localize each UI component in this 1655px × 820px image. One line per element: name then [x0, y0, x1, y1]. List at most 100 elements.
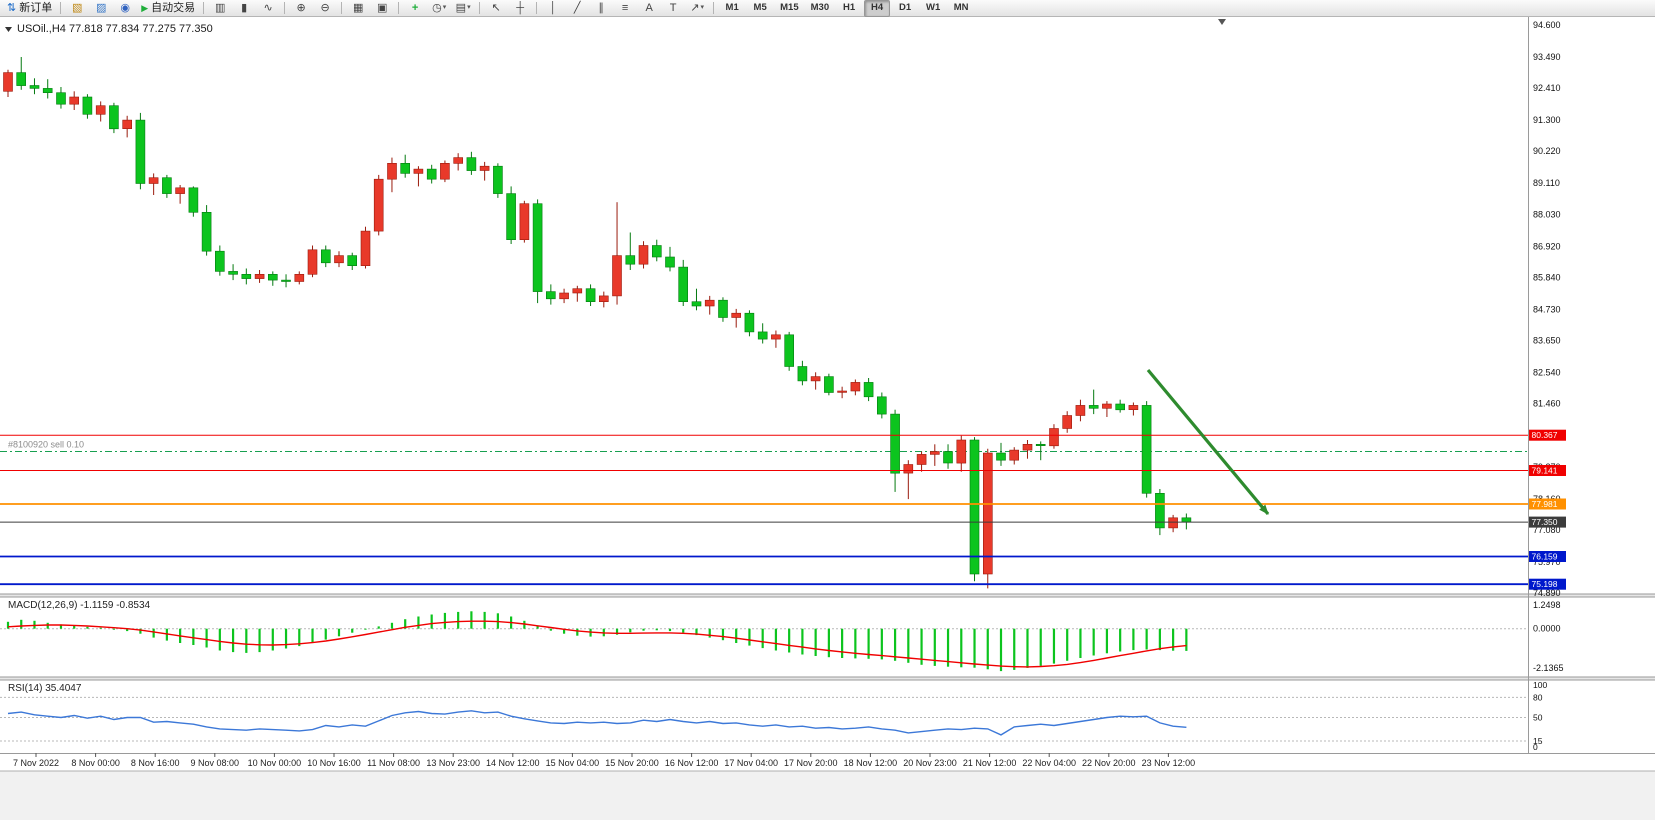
candle-body — [215, 250, 225, 272]
candle-body — [956, 439, 967, 464]
timeframe-m5-button[interactable]: M5 — [753, 2, 767, 13]
crosshair-icon: ┼ — [516, 2, 525, 14]
candle-body — [1022, 443, 1033, 451]
candle-body — [320, 249, 331, 264]
data-window-button[interactable]: ▨ — [90, 0, 112, 17]
toolbar-separator — [713, 2, 715, 14]
bar-chart-icon: ▥ — [214, 2, 226, 14]
time-axis-label: 11 Nov 08:00 — [367, 758, 420, 768]
time-axis-label: 20 Nov 23:00 — [903, 758, 957, 768]
candle-body — [69, 96, 79, 105]
candle-body — [42, 88, 53, 94]
candle-body — [201, 212, 212, 252]
candle-body — [347, 255, 358, 267]
time-axis-label: 14 Nov 12:00 — [486, 758, 540, 768]
timeframe-m15-button[interactable]: M15 — [780, 2, 799, 13]
market-watch-button[interactable]: ▧ — [66, 0, 88, 17]
price-axis-label: 81.460 — [1533, 399, 1561, 409]
text-button[interactable]: A — [638, 0, 660, 17]
candle-body — [731, 312, 742, 318]
macd-scale-max: 1.2498 — [1533, 600, 1561, 610]
price-axis-label: 89.110 — [1533, 178, 1560, 188]
timeframe-d1-button[interactable]: D1 — [899, 2, 912, 13]
cursor-button[interactable]: ↖ — [485, 0, 507, 17]
candle-body — [267, 273, 278, 281]
vertical-line-button[interactable]: │ — [542, 0, 564, 17]
price-tag-label: 76.159 — [1532, 552, 1558, 562]
time-axis-label: 15 Nov 04:00 — [546, 758, 600, 768]
timeframe-m1-button[interactable]: M1 — [725, 2, 739, 13]
time-axis-label: 21 Nov 12:00 — [963, 758, 1017, 768]
time-axis-label: 8 Nov 16:00 — [131, 758, 180, 768]
chevron-down-icon: ▾ — [467, 4, 471, 11]
toolbar-separator — [398, 2, 400, 14]
market-watch-icon: ▧ — [72, 2, 83, 14]
templates-button[interactable]: ▤ ▾ — [452, 0, 474, 17]
periods-button[interactable]: ◷ ▾ — [428, 0, 450, 17]
toolbar-separator — [203, 2, 205, 14]
label-button[interactable]: T — [662, 0, 684, 17]
rsi-label: RSI(14) 35.4047 — [8, 683, 82, 694]
price-axis-label: 88.030 — [1533, 209, 1561, 219]
chart-shift-marker[interactable] — [1218, 19, 1226, 25]
panel-separator[interactable] — [0, 677, 1655, 680]
periods-icon: ◷ — [432, 2, 442, 14]
autotrading-button[interactable]: ▶ 自动交易 — [138, 0, 198, 17]
candle-body — [929, 451, 940, 455]
candle-body — [162, 177, 172, 194]
candle-body — [1062, 415, 1072, 429]
candle-body — [188, 187, 199, 213]
candle-body — [982, 452, 993, 575]
candlestick-chart-button[interactable]: ▮ — [233, 0, 255, 17]
templates-icon: ▤ — [455, 2, 467, 14]
tile-windows-button[interactable]: ▦ — [347, 0, 369, 17]
zoom-out-button[interactable]: ⊖ — [314, 0, 336, 17]
chart-window[interactable]: #8100920 sell 0.10 USOil.,H4 77.818 77.83… — [0, 17, 1655, 820]
candle-body — [1035, 443, 1046, 446]
bar-chart-button[interactable]: ▥ — [209, 0, 231, 17]
toolbar-separator — [536, 2, 538, 14]
indicators-button[interactable]: + — [404, 0, 426, 17]
fibonacci-icon: ≡ — [621, 2, 629, 14]
price-axis-label: 82.540 — [1533, 368, 1561, 378]
candle-body — [757, 331, 768, 340]
candle-body — [545, 291, 556, 300]
candle-body — [1049, 428, 1059, 447]
candle-body — [122, 119, 132, 129]
chart-collapse-icon[interactable] — [5, 27, 12, 32]
timeframe-h1-button[interactable]: H1 — [843, 2, 856, 13]
new-order-button[interactable]: ⇅ 新订单 — [4, 0, 55, 17]
trend-arrow-annotation[interactable] — [1146, 368, 1270, 516]
panel-separator[interactable] — [0, 594, 1655, 597]
arrows-button[interactable]: ↗ ▾ — [686, 0, 708, 17]
candle-body — [360, 230, 371, 267]
line-chart-button[interactable]: ∿ — [257, 0, 279, 17]
timeframe-w1-button[interactable]: W1 — [925, 2, 941, 13]
timeframe-m30-button[interactable]: M30 — [810, 2, 830, 13]
candle-body — [387, 163, 397, 180]
metaeditor-button[interactable]: ◉ — [114, 0, 136, 17]
cascade-windows-button[interactable]: ▣ — [371, 0, 393, 17]
timeframe-mn-button[interactable]: MN — [953, 2, 969, 13]
zoom-in-icon: ⊕ — [296, 2, 306, 14]
timeframe-h4-button[interactable]: H4 — [864, 0, 891, 17]
cursor-icon: ↖ — [491, 2, 501, 14]
metaeditor-icon: ◉ — [120, 2, 131, 14]
price-tag-label: 80.367 — [1532, 430, 1558, 440]
candle-body — [519, 203, 530, 240]
candle-body — [1115, 403, 1125, 411]
candle-body — [771, 334, 781, 340]
crosshair-button[interactable]: ┼ — [509, 0, 531, 17]
chevron-down-icon: ▾ — [700, 4, 704, 11]
fibonacci-button[interactable]: ≡ — [614, 0, 636, 17]
arrows-icon: ↗ — [690, 2, 700, 14]
price-tag — [1529, 516, 1566, 528]
candle-body — [718, 299, 728, 318]
candle-body — [532, 203, 543, 292]
zoom-in-button[interactable]: ⊕ — [290, 0, 312, 17]
candle-body — [625, 255, 636, 265]
trendline-button[interactable]: ╱ — [566, 0, 588, 17]
autotrading-label: 自动交易 — [151, 2, 196, 14]
chart-title: USOil.,H4 77.818 77.834 77.275 77.350 — [17, 23, 213, 35]
channel-button[interactable]: ∥ — [590, 0, 612, 17]
